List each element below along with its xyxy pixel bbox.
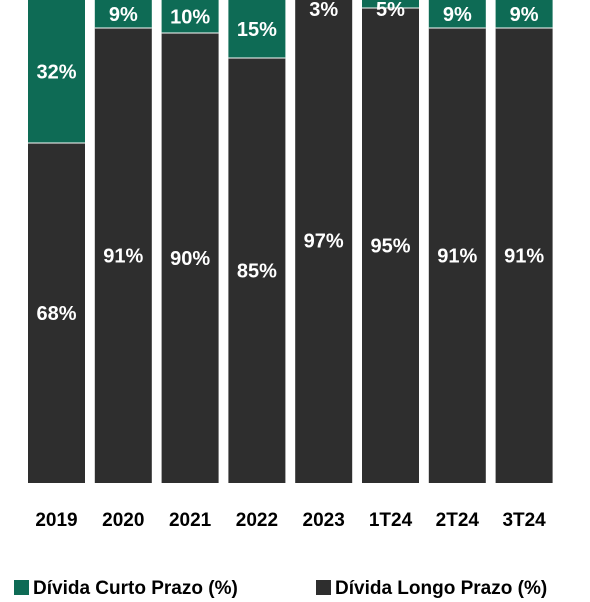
data-label-longo-prazo-2T24: 91% [437,246,477,268]
data-label-curto-prazo-2022: 15% [237,19,277,41]
data-label-curto-prazo-3T24: 9% [510,4,539,26]
legend-swatch-curto-prazo [14,580,29,595]
data-label-longo-prazo-2021: 90% [170,248,210,270]
bar-longo-prazo-2022 [228,58,286,483]
data-label-curto-prazo-2T24: 9% [443,4,472,26]
bar-longo-prazo-2021 [161,33,219,483]
bar-longo-prazo-2020 [94,28,152,483]
bar-longo-prazo-2019 [28,143,85,483]
x-tick-label-2023: 2023 [303,510,345,531]
data-label-curto-prazo-2023: 3% [309,0,338,21]
bar-longo-prazo-1T24 [362,8,419,483]
legend-swatch-longo-prazo [316,580,331,595]
x-tick-label-2020: 2020 [102,510,144,531]
bar-curto-prazo-2022 [228,0,286,58]
bar-curto-prazo-1T24 [362,0,419,8]
data-label-longo-prazo-2020: 91% [103,246,143,268]
x-tick-label-1T24: 1T24 [369,510,413,531]
data-label-curto-prazo-2021: 10% [170,7,210,29]
data-label-longo-prazo-2023: 97% [304,231,344,253]
bar-longo-prazo-2T24 [428,28,486,483]
bar-curto-prazo-3T24 [495,0,553,28]
data-label-longo-prazo-3T24: 91% [504,246,544,268]
bar-curto-prazo-2020 [94,0,152,28]
legend-label-curto-prazo: Dívida Curto Prazo (%) [33,578,238,599]
bar-curto-prazo-2T24 [428,0,486,28]
bar-curto-prazo-2021 [161,0,219,33]
x-tick-label-2019: 2019 [35,510,77,531]
bar-longo-prazo-3T24 [495,28,553,483]
x-tick-label-2021: 2021 [169,510,212,531]
data-label-longo-prazo-2019: 68% [36,303,76,325]
data-label-curto-prazo-2020: 9% [109,4,138,26]
data-label-curto-prazo-2019: 32% [36,62,76,84]
x-tick-label-3T24: 3T24 [502,510,546,531]
data-label-longo-prazo-1T24: 95% [370,236,410,258]
plot-area [28,0,553,483]
data-label-curto-prazo-1T24: 5% [376,0,405,21]
data-label-longo-prazo-2022: 85% [237,261,277,283]
bar-curto-prazo-2019 [28,0,85,143]
bar-longo-prazo-2023 [295,0,353,483]
x-tick-label-2022: 2022 [236,510,278,531]
legend-label-longo-prazo: Dívida Longo Prazo (%) [335,578,547,599]
x-tick-label-2T24: 2T24 [436,510,480,531]
